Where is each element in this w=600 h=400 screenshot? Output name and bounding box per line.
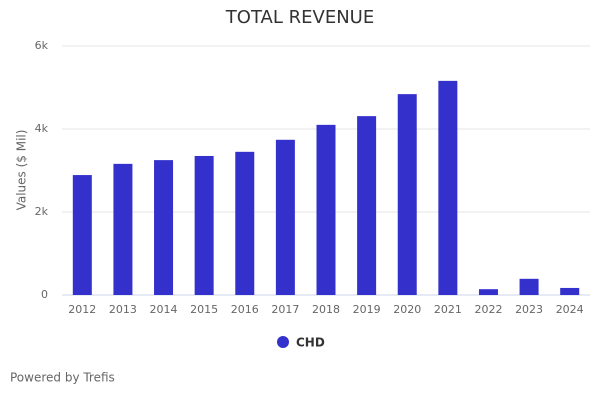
legend-label: CHD (296, 336, 325, 350)
x-tick-label: 2020 (393, 303, 421, 316)
x-tick-label: 2012 (68, 303, 96, 316)
bar (275, 139, 295, 295)
bar (316, 124, 336, 295)
y-tick-label: 0 (41, 288, 48, 301)
x-tick-label: 2021 (434, 303, 462, 316)
x-tick-label: 2018 (312, 303, 340, 316)
x-tick-label: 2013 (109, 303, 137, 316)
bar (113, 163, 133, 295)
credit: Powered by Trefis (10, 371, 115, 385)
bar (235, 151, 255, 295)
bar (154, 160, 174, 295)
bar (438, 80, 458, 295)
bar (194, 155, 214, 295)
x-tick-label: 2015 (190, 303, 218, 316)
x-tick-label: 2017 (271, 303, 299, 316)
x-tick-label: 2014 (150, 303, 178, 316)
x-tick-label: 2019 (353, 303, 381, 316)
bar (560, 287, 580, 295)
y-tick-label: 2k (35, 205, 49, 218)
x-tick-label: 2023 (515, 303, 543, 316)
x-tick-label: 2024 (556, 303, 584, 316)
x-tick-label: 2022 (474, 303, 502, 316)
bar (519, 278, 539, 295)
bar (357, 116, 377, 295)
y-tick-label: 6k (35, 39, 49, 52)
bar (72, 175, 92, 295)
bar (478, 289, 498, 295)
y-tick-label: 4k (35, 122, 49, 135)
y-axis-label: Values ($ Mil) (15, 130, 29, 211)
legend-marker (277, 336, 289, 348)
chart-title: TOTAL REVENUE (225, 7, 374, 28)
bar (397, 94, 417, 295)
x-tick-label: 2016 (231, 303, 259, 316)
